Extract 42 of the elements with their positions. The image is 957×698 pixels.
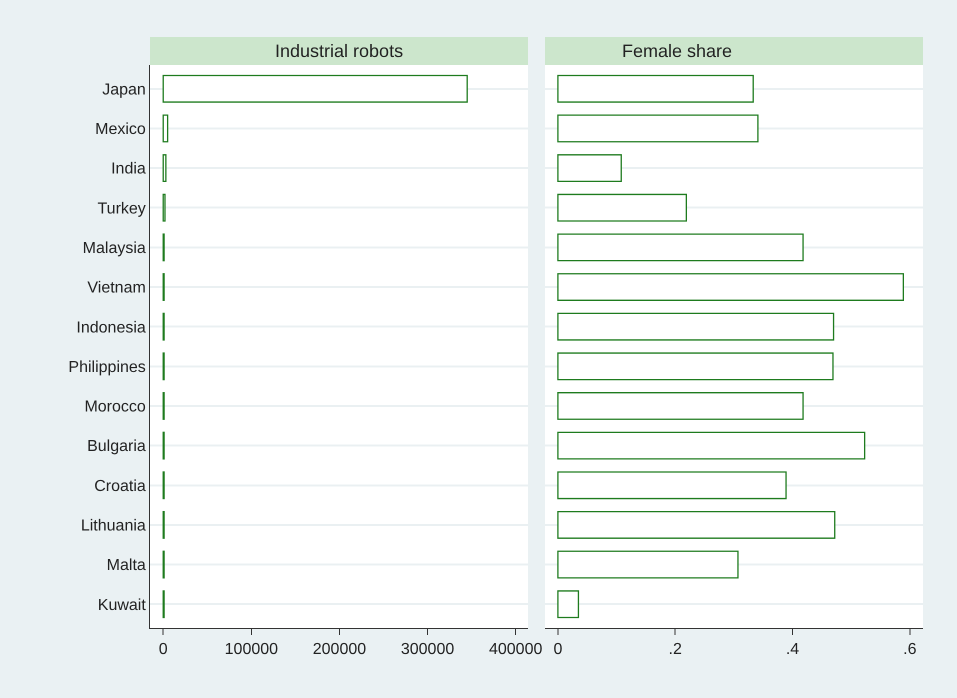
x-tick-label: 0: [158, 641, 168, 658]
y-tick-label: Malta: [106, 557, 146, 574]
y-tick-label: Indonesia: [76, 319, 146, 336]
bar: [162, 114, 168, 142]
bar: [557, 194, 687, 222]
x-tick-label: .2: [668, 641, 682, 658]
y-tick-label: Croatia: [94, 478, 146, 495]
chart-title: Industrial robots: [275, 41, 404, 61]
y-tick-label: Kuwait: [98, 596, 146, 614]
y-tick-label: Morocco: [84, 398, 146, 416]
bar: [557, 432, 866, 460]
bar: [557, 550, 739, 578]
bar: [162, 74, 468, 103]
y-tick-label: Lithuania: [80, 518, 146, 535]
bar: [557, 312, 834, 341]
bar: [557, 510, 836, 539]
x-tick-label: 400000: [488, 641, 542, 658]
y-tick-label: Mexico: [95, 121, 146, 138]
y-tick-label: India: [111, 160, 146, 178]
x-tick-label: 100000: [224, 641, 278, 658]
bar: [557, 590, 580, 618]
bar: [557, 273, 904, 301]
bar: [557, 154, 622, 182]
y-tick-label: Vietnam: [87, 280, 146, 297]
bar: [557, 471, 787, 500]
x-tick-label: .4: [786, 641, 800, 658]
x-tick-label: 200000: [312, 641, 366, 658]
y-tick-label: Bulgaria: [87, 438, 146, 456]
y-tick-label: Japan: [102, 81, 146, 98]
bar: [557, 233, 804, 262]
y-tick-label: Philippines: [68, 358, 146, 376]
chart-title: Female share: [622, 41, 732, 61]
x-tick-label: 300000: [400, 641, 454, 658]
x-tick-label: 0: [553, 641, 562, 658]
bar: [557, 392, 804, 420]
bar: [557, 352, 834, 380]
bar: [557, 114, 759, 142]
bar: [162, 154, 167, 182]
bar: [557, 74, 754, 103]
y-tick-label: Turkey: [97, 200, 146, 218]
x-tick-label: .6: [903, 641, 917, 658]
y-tick-label: Malaysia: [82, 240, 146, 257]
